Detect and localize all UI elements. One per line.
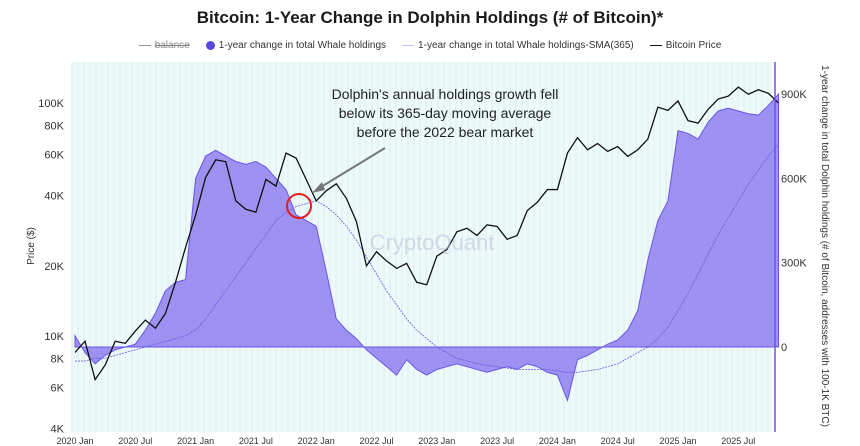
left-tick-label: 10K	[44, 331, 64, 343]
left-tick-label: 40K	[44, 191, 64, 203]
legend-item-balance[interactable]: balance	[138, 40, 190, 51]
x-tick-label: 2021 Jan	[177, 436, 214, 446]
price-line	[74, 86, 779, 382]
left-axis-label: Price ($)	[26, 227, 37, 265]
left-tick-label: 4K	[51, 424, 65, 436]
whale-change-area	[74, 92, 779, 403]
x-tick-label: 2022 Jul	[359, 436, 393, 446]
right-tick-label: 600K	[781, 173, 807, 185]
highlight-circle	[286, 193, 312, 219]
annotation-text: below its 365-day moving average	[339, 105, 552, 121]
left-tick-label: 100K	[38, 98, 64, 110]
legend-label: 1-year change in total Whale holdings-SM…	[418, 40, 634, 51]
left-tick-label: 60K	[44, 150, 64, 162]
legend-item-sma[interactable]: 1-year change in total Whale holdings-SM…	[402, 40, 634, 51]
legend-label: 1-year change in total Whale holdings	[218, 40, 387, 51]
left-tick-label: 8K	[51, 354, 65, 366]
x-tick-label: 2020 Jan	[56, 436, 93, 446]
annotation-arrow	[315, 147, 386, 191]
legend-label: balance	[154, 40, 190, 51]
x-tick-label: 2021 Jul	[239, 436, 273, 446]
x-tick-label: 2023 Jul	[480, 436, 514, 446]
right-tick-label: 0	[781, 342, 787, 354]
legend-label: Bitcoin Price	[665, 40, 722, 51]
dot-swatch-icon	[205, 41, 215, 50]
legend: balance 1-year change in total Whale hol…	[0, 40, 860, 51]
left-tick-label: 80K	[44, 121, 64, 133]
left-tick-label: 6K	[51, 383, 65, 395]
chart-title: Bitcoin: 1-Year Change in Dolphin Holdin…	[196, 8, 664, 27]
line-swatch-icon	[402, 45, 415, 46]
watermark: CryptoQuant	[370, 230, 495, 255]
line-swatch-icon	[138, 45, 151, 46]
left-tick-label: 20K	[44, 261, 64, 273]
legend-item-price[interactable]: Bitcoin Price	[649, 40, 722, 51]
x-tick-label: 2025 Jul	[721, 436, 755, 446]
arrow-head-icon	[312, 182, 325, 193]
x-tick-label: 2024 Jan	[539, 436, 576, 446]
right-tick-label: 900K	[781, 89, 807, 101]
sma-line	[75, 144, 779, 373]
right-tick-label: 300K	[781, 258, 807, 270]
line-swatch-icon	[649, 45, 662, 46]
x-tick-label: 2024 Jul	[601, 436, 635, 446]
legend-item-whale[interactable]: 1-year change in total Whale holdings	[205, 40, 387, 51]
x-tick-label: 2023 Jan	[418, 436, 455, 446]
x-tick-label: 2020 Jul	[118, 436, 152, 446]
right-axis-label: 1-year change in total Dolphin holdings …	[819, 65, 830, 427]
x-tick-label: 2025 Jan	[659, 436, 696, 446]
annotation-text: Dolphin's annual holdings growth fell	[332, 86, 559, 102]
annotation-text: before the 2022 bear market	[357, 124, 534, 140]
x-tick-label: 2022 Jan	[298, 436, 335, 446]
